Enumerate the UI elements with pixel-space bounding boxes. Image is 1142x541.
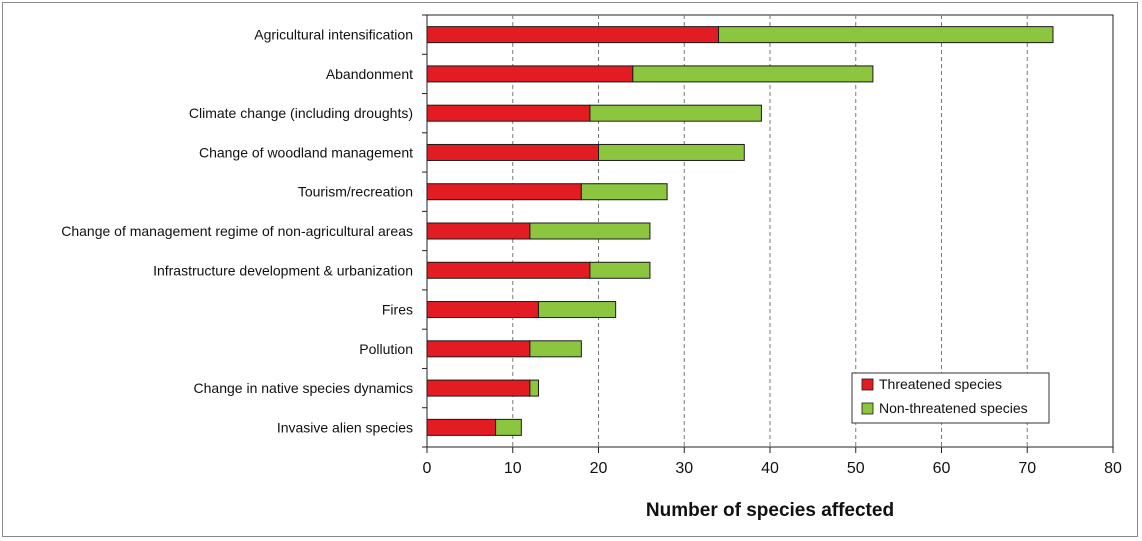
bar-segment-non-threatened — [598, 143, 745, 161]
x-axis: 0 10 20 30 40 50 60 70 80 — [422, 14, 1122, 477]
legend-swatch — [861, 402, 874, 415]
legend: Threatened species Non-threatened species — [851, 372, 1050, 424]
category-label: Invasive alien species — [277, 419, 413, 435]
bar-segment-non-threatened — [589, 104, 762, 122]
bar-segment-non-threatened — [529, 222, 651, 240]
bar-segment-threatened — [426, 418, 497, 436]
stacked-bar-chart: Agricultural intensification Abandonment C… — [61, 14, 1122, 521]
category-label: Change of woodland management — [199, 144, 413, 160]
category-label: Agricultural intensification — [254, 27, 413, 43]
category-label: Abandonment — [326, 66, 413, 82]
x-tick-label: 10 — [504, 460, 522, 477]
category-label: Change of management regime of non-agric… — [61, 223, 413, 239]
bar-segment-threatened — [426, 379, 531, 397]
bar-segment-threatened — [426, 143, 599, 161]
category-label: Pollution — [359, 341, 413, 357]
bar-segment-threatened — [426, 222, 531, 240]
category-label: Fires — [382, 302, 413, 318]
x-tick-label: 30 — [675, 460, 693, 477]
bar-segment-threatened — [426, 65, 634, 83]
bar-segment-threatened — [426, 104, 591, 122]
category-label: Tourism/recreation — [298, 184, 413, 200]
legend-label: Non-threatened species — [879, 400, 1028, 416]
bar-segment-threatened — [426, 183, 582, 201]
x-tick-label: 40 — [761, 460, 779, 477]
bar-segment-threatened — [426, 26, 720, 44]
x-tick-label: 50 — [847, 460, 865, 477]
x-axis-label: Number of species affected — [646, 500, 894, 521]
category-label: Infrastructure development & urbanizatio… — [153, 262, 413, 278]
bar-segment-threatened — [426, 340, 531, 358]
legend-box — [851, 372, 1050, 424]
bar-segment-non-threatened — [589, 261, 651, 279]
bar-segment-non-threatened — [580, 183, 668, 201]
x-tick-label: 20 — [590, 460, 608, 477]
category-label: Change in native species dynamics — [194, 380, 413, 396]
bar-segment-threatened — [426, 301, 539, 319]
x-tick-label: 60 — [933, 460, 951, 477]
legend-label: Threatened species — [879, 376, 1002, 392]
bar-segment-non-threatened — [529, 340, 582, 358]
legend-swatch — [861, 378, 874, 391]
bars — [426, 26, 1054, 436]
bar-segment-threatened — [426, 261, 591, 279]
x-tick-label: 0 — [423, 460, 432, 477]
bar-segment-non-threatened — [632, 65, 874, 83]
bar-segment-non-threatened — [529, 379, 539, 397]
category-label: Climate change (including droughts) — [189, 105, 413, 121]
x-tick-label: 80 — [1104, 460, 1122, 477]
bar-segment-non-threatened — [495, 418, 522, 436]
category-labels: Agricultural intensification Abandonment C… — [61, 27, 413, 436]
bar-segment-non-threatened — [718, 26, 1054, 44]
bar-segment-non-threatened — [537, 301, 617, 319]
x-tick-label: 70 — [1018, 460, 1036, 477]
